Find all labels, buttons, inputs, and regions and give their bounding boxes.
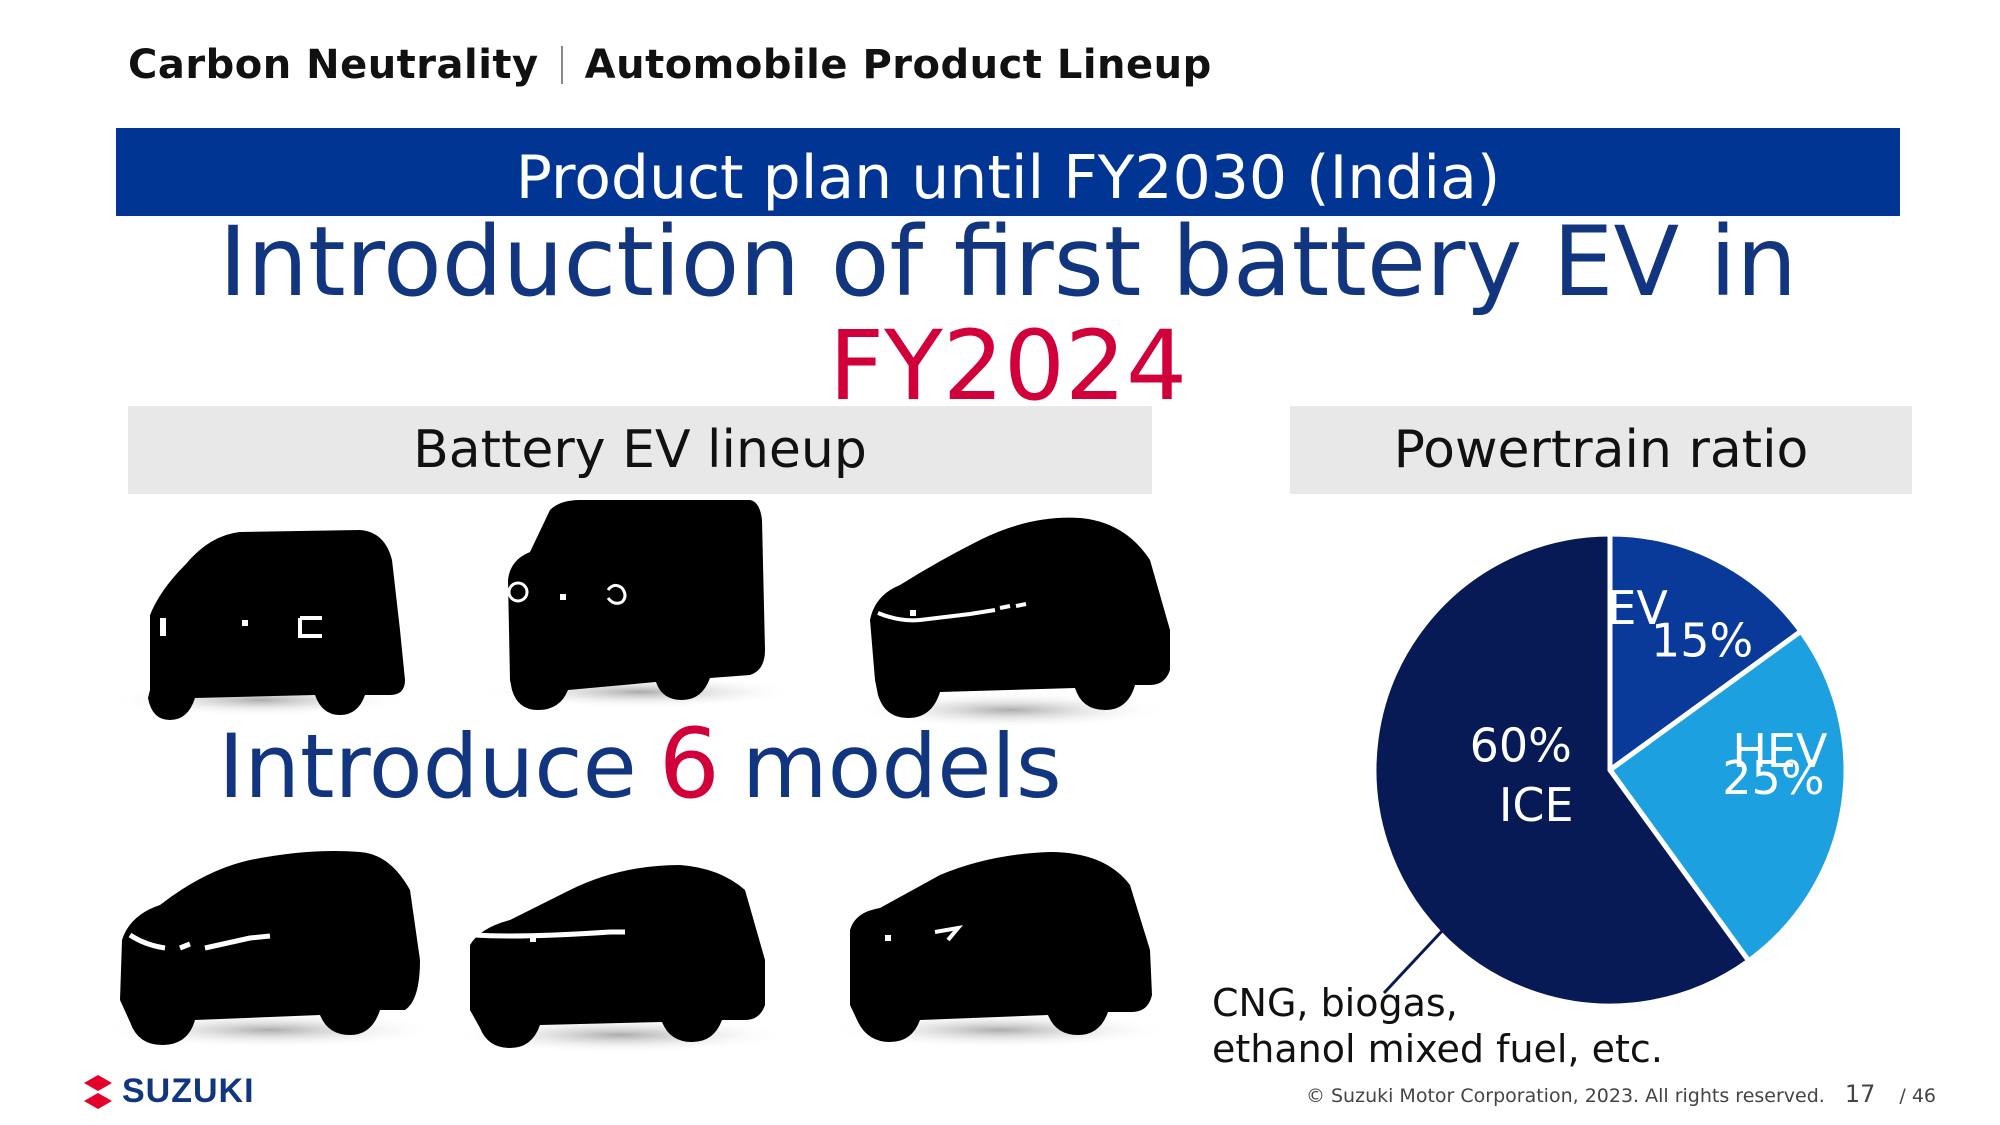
introduce-suffix: models (741, 715, 1062, 818)
car-silhouette-6 (830, 852, 1170, 1048)
car-silhouette-1 (110, 530, 410, 720)
pie-value-ice: 60% (1470, 718, 1572, 772)
car-silhouette-3 (850, 517, 1170, 728)
page-number: 17 (1844, 1080, 1876, 1108)
page-title: Automobile Product Lineup (584, 42, 1212, 88)
footer: © Suzuki Motor Corporation, 2023. All ri… (1306, 1080, 1936, 1108)
pie-slice-hev (1606, 627, 1849, 965)
introduce-prefix: Introduce (218, 715, 637, 818)
section-title: Carbon Neutrality (128, 42, 539, 88)
suzuki-s-icon (84, 1074, 112, 1109)
powertrain-ratio-header: Powertrain ratio (1290, 406, 1912, 494)
headline-year: FY2024 (828, 310, 1188, 422)
headline-line1: Introduction of first battery EV in (218, 206, 1798, 318)
logo-wordmark: SUZUKI (122, 1072, 255, 1110)
car-silhouette-2 (480, 500, 800, 710)
pie-value-hev: 25% (1722, 751, 1824, 805)
car-silhouette-5 (450, 865, 790, 1053)
pie-label-ice: ICE (1499, 778, 1574, 832)
ice-note-line2: ethanol mixed fuel, etc. (1212, 1027, 1663, 1071)
model-count: 6 (658, 708, 720, 820)
breadcrumb: Carbon Neutrality Automobile Product Line… (128, 42, 1212, 88)
bev-lineup-header: Battery EV lineup (128, 406, 1152, 494)
note-leader-line (1382, 929, 1444, 995)
pie-slice-bev (1607, 531, 1805, 775)
pie-label-hev: HEV (1732, 724, 1828, 778)
suzuki-logo: SUZUKI (80, 1072, 255, 1111)
introduce-models-text: Introduce 6 models (128, 708, 1152, 820)
headline: Introduction of first battery EV in FY20… (116, 210, 1900, 418)
car-silhouettes (110, 500, 1170, 1053)
copyright: © Suzuki Motor Corporation, 2023. All ri… (1305, 1085, 1825, 1107)
ice-note-line1: CNG, biogas, (1212, 981, 1458, 1025)
ice-fuel-note: CNG, biogas, ethanol mixed fuel, etc. (1212, 980, 1663, 1072)
car-silhouette-4 (110, 851, 440, 1048)
breadcrumb-divider (560, 46, 563, 84)
pie-value-bev: 15% (1651, 613, 1753, 667)
plan-banner: Product plan until FY2030 (India) (116, 128, 1900, 216)
page-total: / 46 (1899, 1085, 1936, 1107)
pie-slice-ice (1371, 531, 1753, 1009)
